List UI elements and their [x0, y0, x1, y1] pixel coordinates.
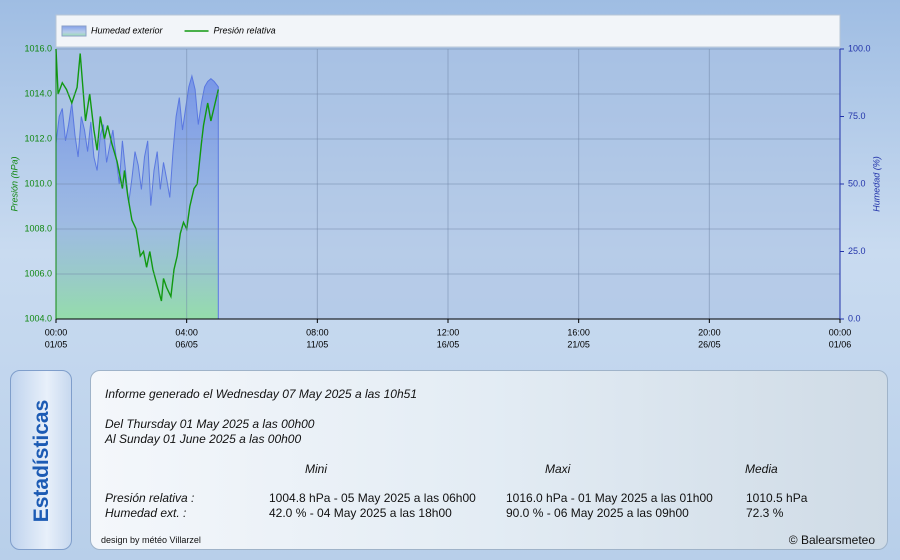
y-tick-label: 1012.0 [24, 133, 52, 143]
cell: 1010.5 hPa [746, 491, 808, 505]
y-tick-label: 1014.0 [24, 88, 52, 98]
cell: 1004.8 hPa - 05 May 2025 a las 06h00 [269, 491, 476, 505]
legend-label: Presión relativa [214, 25, 276, 35]
y2-tick-label: 0.0 [848, 313, 861, 323]
x-tick-label: 01/06 [829, 339, 852, 349]
y-tick-label: 1004.0 [24, 313, 52, 323]
y2-tick-label: 25.0 [848, 246, 866, 256]
period-to: Al Sunday 01 June 2025 a las 00h00 [105, 432, 302, 446]
y-tick-label: 1008.0 [24, 223, 52, 233]
x-tick-label: 01/05 [45, 339, 68, 349]
x-tick-label: 11/05 [306, 339, 328, 349]
pressure-line [55, 48, 219, 302]
x-tick-label: 08:00 [306, 327, 329, 337]
x-tick-label: 20:00 [698, 327, 721, 337]
credit: design by météo Villarzel [101, 535, 201, 545]
x-tick-label: 06/05 [175, 339, 198, 349]
cell: 90.0 % - 06 May 2025 a las 09h00 [506, 506, 689, 520]
row-label: Humedad ext. : [105, 506, 187, 520]
x-tick-label: 00:00 [829, 327, 852, 337]
stats-tab: Estadísticas [10, 370, 72, 550]
period-from: Del Thursday 01 May 2025 a las 00h00 [105, 417, 315, 431]
y-tick-label: 1006.0 [24, 268, 52, 278]
y-tick-label: 1010.0 [24, 178, 52, 188]
y-axis-title: Presión (hPa) [9, 156, 19, 211]
x-tick-label: 26/05 [698, 339, 721, 349]
row-label: Presión relativa : [105, 491, 195, 505]
y2-tick-label: 75.0 [848, 111, 866, 121]
x-tick-label: 16/05 [437, 339, 460, 349]
cell: 1016.0 hPa - 01 May 2025 a las 01h00 [506, 491, 713, 505]
copyright: © Balearsmeteo [788, 533, 875, 547]
humidity-area [55, 74, 219, 320]
legend-box [55, 14, 841, 48]
col-header: Mini [305, 462, 328, 476]
chart: 1004.0 1006.0 1008.0 1010.0 1012.0 1014.0 1016… [9, 14, 881, 349]
x-tick-label: 16:00 [567, 327, 590, 337]
col-header: Maxi [545, 462, 571, 476]
y2-tick-label: 50.0 [848, 178, 866, 188]
y-tick-label: 1016.0 [24, 43, 52, 53]
stats-panel: Informe generado el Wednesday 07 May 202… [90, 370, 888, 550]
legend-swatch [61, 25, 87, 37]
x-tick-label: 04:00 [175, 327, 198, 337]
y2-axis-title: Humedad (%) [871, 156, 881, 212]
y2-tick-label: 100.0 [848, 43, 871, 53]
x-tick-label: 00:00 [45, 327, 68, 337]
report-date: Informe generado el Wednesday 07 May 202… [105, 387, 417, 401]
cell: 72.3 % [746, 506, 784, 520]
x-tick-label: 21/05 [567, 339, 590, 349]
col-header: Media [745, 462, 778, 476]
x-tick-label: 12:00 [437, 327, 460, 337]
legend-label: Humedad exterior [91, 25, 164, 35]
cell: 42.0 % - 04 May 2025 a las 18h00 [269, 506, 452, 520]
tab-label: Estadísticas [30, 399, 53, 523]
